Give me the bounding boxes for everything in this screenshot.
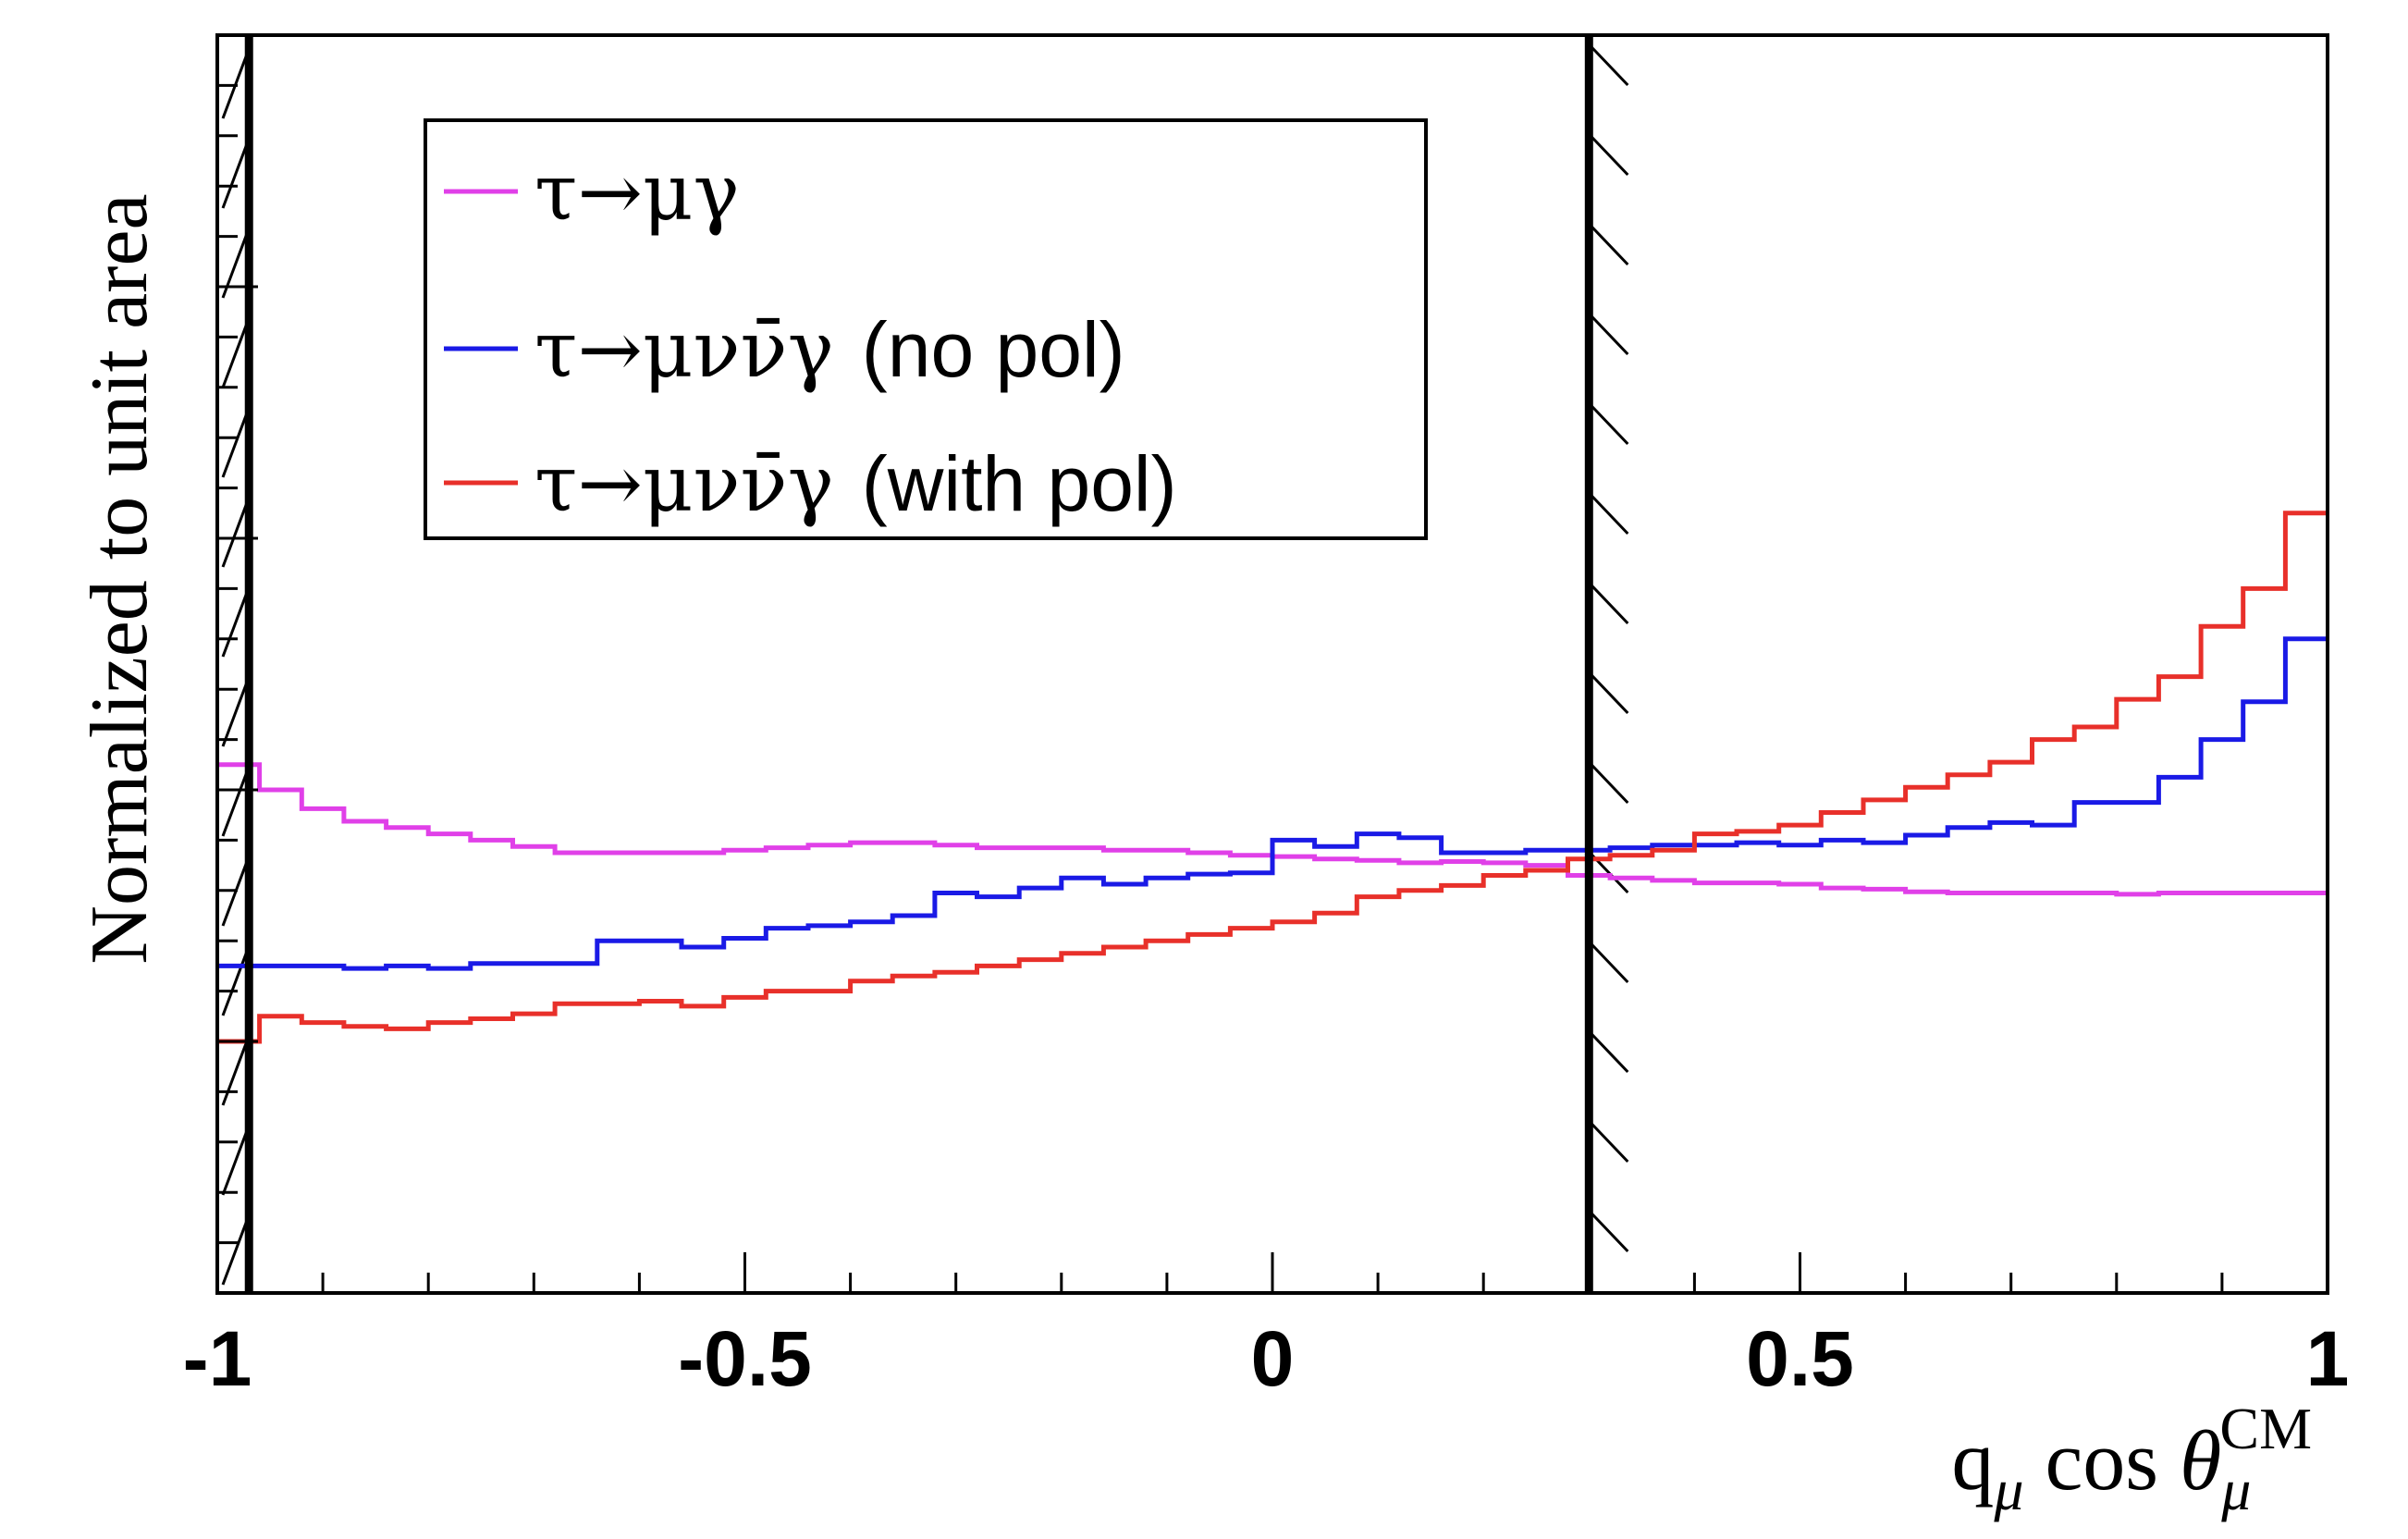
hatch-mark-right (1588, 401, 1629, 446)
hatch-mark-right (1588, 1209, 1629, 1253)
hatch-mark-left (221, 591, 249, 658)
hatch-mark-right (1588, 312, 1629, 356)
legend-label-suffix-2: (no pol) (862, 306, 1125, 393)
legend-box (424, 118, 1428, 540)
legend-label-suffix-3: (with pol) (862, 440, 1177, 527)
hatch-mark-right (1588, 581, 1629, 625)
hatch-mark-right (1588, 132, 1629, 177)
x-tick-label: -0.5 (678, 1315, 812, 1402)
x-axis-title-theta-sup: CM (2219, 1396, 2312, 1461)
x-axis-title-theta: θ (2180, 1413, 2221, 1508)
hatch-mark-left (221, 142, 249, 209)
hatch-mark-left (221, 322, 249, 388)
hatch-mark-left (221, 1040, 249, 1106)
hatch-mark-left (221, 950, 249, 1016)
hatch-mark-right (1588, 1029, 1629, 1074)
x-axis-title: qμ cos θμCM (1951, 1396, 2312, 1522)
hatch-mark-left (221, 770, 249, 837)
hatch-mark-left (221, 1129, 249, 1196)
x-tick-label: 1 (2306, 1315, 2350, 1402)
x-tick-label: 0 (1251, 1315, 1295, 1402)
x-axis-title-base: q (1951, 1413, 1994, 1508)
x-axis-title-middle: cos (2023, 1413, 2180, 1508)
hatch-mark-right (1588, 43, 1629, 87)
x-axis-ticks (215, 1252, 2329, 1293)
x-axis-title-theta-sub: μ (2220, 1457, 2251, 1522)
hatch-mark-left (221, 681, 249, 747)
hatch-mark-right (1588, 760, 1629, 805)
hatch-mark-right (1588, 1119, 1629, 1163)
hatch-mark-right (1588, 491, 1629, 536)
hatch-mark-right (1588, 671, 1629, 715)
y-axis-ticks (217, 33, 258, 1295)
hatch-mark-left (221, 860, 249, 927)
series-line-2 (217, 636, 2328, 971)
hatch-mark-left (221, 412, 249, 478)
x-axis-tick-labels: -1 -0.5 0 0.5 1 (183, 1315, 2350, 1402)
svg-text:qμ cos θμCM: qμ cos θμCM (1951, 1396, 2312, 1522)
y-axis-title: Normalized to unit area (75, 193, 165, 964)
x-tick-label: 0.5 (1746, 1315, 1854, 1402)
legend-label-2: τ→μνν̄γ (no pol) (534, 304, 1125, 395)
hatch-mark-left (221, 501, 249, 568)
hatch-mark-right (1588, 940, 1629, 984)
hatch-mark-left (221, 1219, 249, 1286)
legend-label-1: τ→μγ (534, 147, 740, 238)
cut-lines (244, 35, 1593, 1293)
series-layer (217, 511, 2328, 1044)
x-axis-title-base-sub: μ (1993, 1457, 2023, 1522)
series-line-3 (217, 511, 2328, 1044)
legend: τ→μγτ→μνν̄γ (no pol)τ→μνν̄γ (with pol) (424, 118, 1428, 540)
x-tick-label: -1 (183, 1315, 252, 1402)
hatch-mark-right (1588, 222, 1629, 266)
